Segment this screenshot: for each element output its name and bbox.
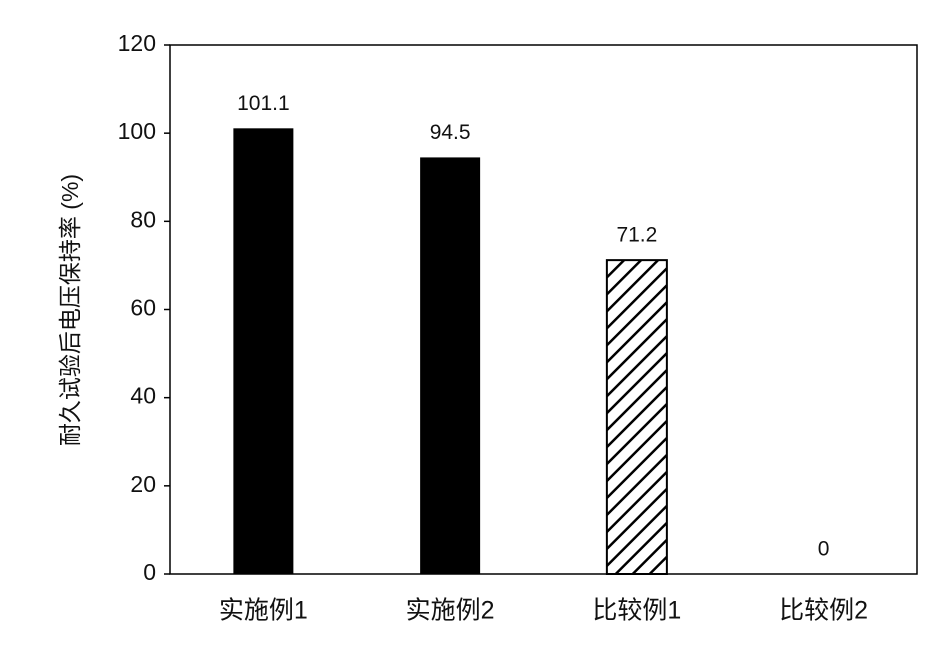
y-tick-label: 60 [130, 295, 156, 321]
chart: 耐久试验后电压保持率 (%) 0 20 40 60 80 100 120 实施例1 101.1 实… [0, 0, 937, 656]
y-tick-label: 80 [130, 206, 156, 232]
x-tick-label: 比较例2 [779, 597, 868, 625]
y-tick-label: 40 [130, 383, 156, 409]
page: {"chart_data": {"type": "bar", "y_label"… [0, 0, 937, 656]
y-tick-label: 0 [143, 559, 156, 585]
data-label: 94.5 [430, 121, 471, 144]
x-tick-label: 实施例1 [219, 597, 308, 625]
y-tick-label: 120 [118, 30, 156, 56]
x-tick-label: 比较例1 [592, 597, 681, 625]
bar [233, 128, 293, 574]
data-label: 101.1 [237, 92, 290, 115]
y-tick-label: 100 [118, 118, 156, 144]
bar [607, 260, 667, 574]
data-label: 71.2 [616, 224, 657, 247]
data-label: 0 [818, 538, 830, 561]
y-axis-label: 耐久试验后电压保持率 (%) [57, 174, 83, 446]
y-tick-label: 20 [130, 471, 156, 497]
x-tick-label: 实施例2 [406, 597, 495, 625]
bar [420, 157, 480, 574]
